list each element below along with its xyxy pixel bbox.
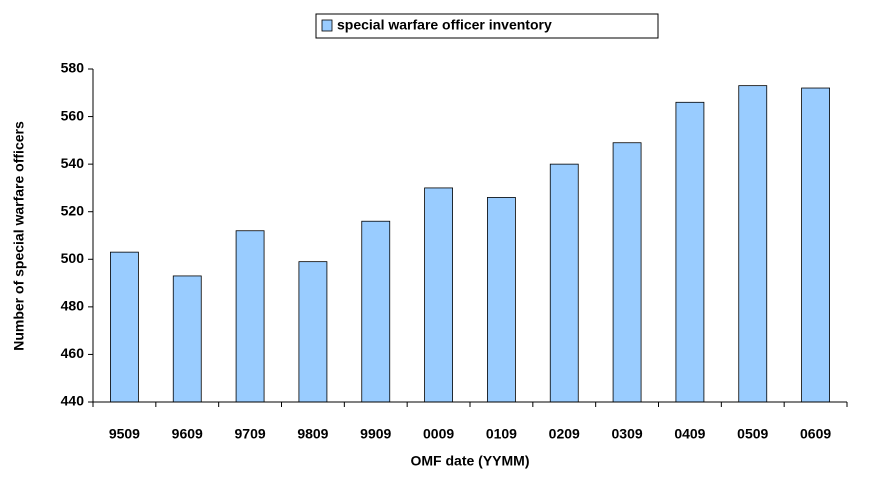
bar xyxy=(738,85,768,403)
x-tick-label: 0609 xyxy=(800,426,831,442)
y-tick-label: 500 xyxy=(61,250,85,266)
bar xyxy=(487,197,516,403)
bar xyxy=(549,163,579,403)
legend-label: special warfare officer inventory xyxy=(337,17,552,33)
x-tick-label: 0209 xyxy=(549,426,580,442)
bar xyxy=(298,261,328,403)
y-tick-label: 560 xyxy=(61,107,85,123)
y-tick-label: 520 xyxy=(61,202,85,218)
x-tick-label: 9809 xyxy=(297,426,328,442)
y-tick-label: 440 xyxy=(61,393,85,409)
bar xyxy=(235,230,265,403)
x-tick-label: 9609 xyxy=(172,426,203,442)
y-tick-label: 480 xyxy=(61,298,85,314)
bar xyxy=(801,87,830,403)
legend-box xyxy=(315,13,659,39)
x-tick-label: 9909 xyxy=(360,426,391,442)
y-tick-label: 580 xyxy=(61,60,85,76)
x-tick-label: 0109 xyxy=(486,426,517,442)
x-tick-label: 9509 xyxy=(109,426,140,442)
x-tick-label: 0009 xyxy=(423,426,454,442)
bar xyxy=(110,251,139,403)
bar xyxy=(172,275,202,403)
x-tick-label: 0309 xyxy=(612,426,643,442)
bar xyxy=(612,142,642,403)
y-tick-label: 540 xyxy=(61,155,85,171)
y-tick-label: 460 xyxy=(61,345,85,361)
x-tick-label: 0509 xyxy=(737,426,768,442)
legend-swatch xyxy=(321,19,333,32)
x-tick-label: 0409 xyxy=(674,426,705,442)
bar xyxy=(675,101,705,403)
bar xyxy=(361,220,391,403)
bar xyxy=(424,187,453,403)
x-axis-label: OMF date (YYMM) xyxy=(411,453,530,469)
y-axis-label: Number of special warfare officers xyxy=(11,121,27,351)
x-tick-label: 9709 xyxy=(235,426,266,442)
